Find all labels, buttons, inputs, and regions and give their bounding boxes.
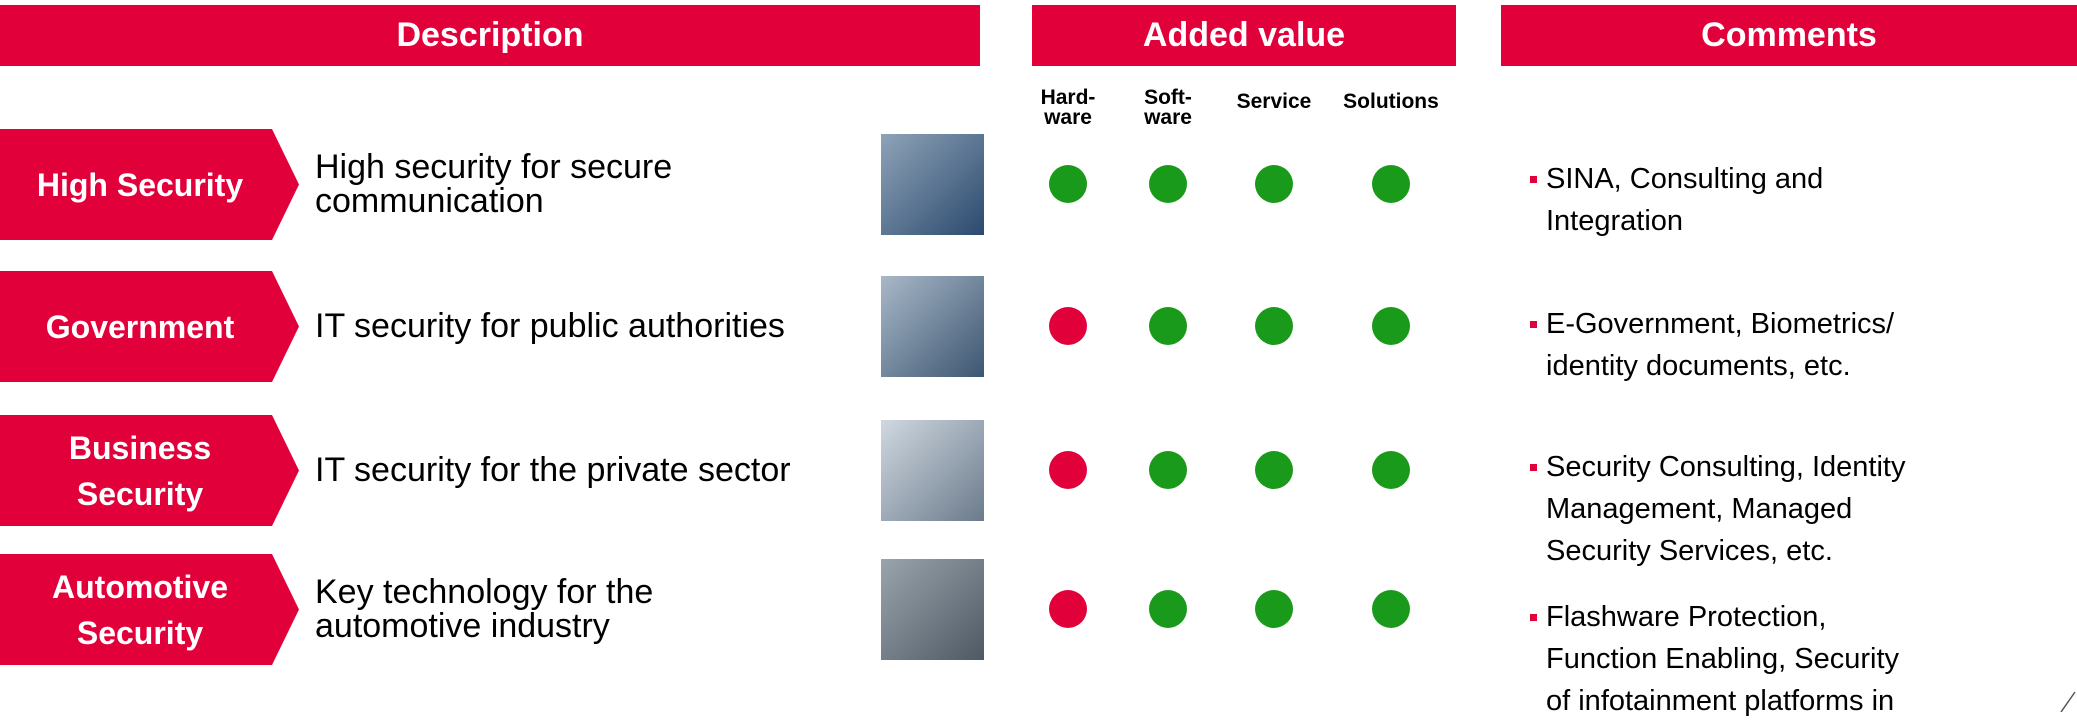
status-dot — [1255, 590, 1293, 628]
row-description: High security for secure communication — [315, 150, 672, 218]
text-line: Security — [76, 614, 204, 651]
status-dot — [1372, 451, 1410, 489]
text-line: Solutions — [1343, 90, 1439, 113]
text-line: Government — [45, 308, 235, 345]
chevron — [0, 415, 299, 526]
status-dot — [1049, 165, 1087, 203]
row-comment: SINA, Consulting and Integration — [1546, 158, 1823, 242]
text-line: IT security for public authorities — [315, 307, 785, 345]
text-line: Flashware Protection, — [1546, 601, 1827, 633]
row-image — [881, 420, 984, 521]
text-line: Management, Managed — [1546, 493, 1853, 525]
column-label: Solutions — [1336, 90, 1446, 113]
status-dot — [1255, 165, 1293, 203]
row-comment: Security Consulting, Identity Management,… — [1546, 446, 1905, 572]
bullet — [1530, 464, 1537, 471]
row-label-text: Automotive Security — [0, 554, 280, 665]
text-line: Security Services, etc. — [1546, 535, 1833, 567]
text-line: Hard- — [1040, 86, 1096, 109]
header-description: Description — [0, 5, 980, 66]
column-label: Hard-ware — [1013, 86, 1123, 129]
row-label-text: Business Security — [0, 415, 280, 526]
status-dot — [1049, 307, 1087, 345]
status-dot — [1255, 307, 1293, 345]
text-line: Security — [76, 475, 204, 512]
text-line: E-Government, Biometrics/ — [1546, 308, 1895, 340]
status-dot — [1372, 307, 1410, 345]
text-line: of infotainment platforms in — [1546, 685, 1895, 717]
status-dot — [1372, 590, 1410, 628]
column-label: Service — [1219, 90, 1329, 113]
text-line: High security for secure — [315, 148, 673, 186]
text-line: Function Enabling, Security — [1546, 643, 1900, 675]
text-line: Automotive — [52, 568, 228, 605]
header-added-value: Added value — [1032, 5, 1456, 66]
row-label: Business Security — [0, 415, 299, 526]
row-label-text: Government — [0, 271, 280, 382]
row-label-text: High Security — [0, 129, 280, 240]
row-comment: E-Government, Biometrics/identity docume… — [1546, 303, 1894, 387]
text-line: Security Consulting, Identity — [1546, 451, 1906, 483]
bullet — [1530, 176, 1537, 183]
text-line: High Security — [36, 166, 244, 203]
row-image — [881, 134, 984, 235]
bullet — [1530, 614, 1537, 621]
row-comment: Flashware Protection, Function Enabling, … — [1546, 596, 1899, 722]
row-description: Key technology for the automotive industr… — [315, 575, 653, 643]
text-line: Key technology for the — [315, 573, 654, 611]
text-line: communication — [315, 182, 544, 220]
text-line: Service — [1236, 90, 1312, 113]
row-label: High Security — [0, 129, 299, 240]
row-label: Government — [0, 271, 299, 382]
corner-mark — [2060, 691, 2076, 712]
bullet — [1530, 321, 1537, 328]
status-dot — [1149, 307, 1187, 345]
text-line: ware — [1044, 106, 1092, 129]
status-dot — [1049, 590, 1087, 628]
text-line: ware — [1144, 106, 1192, 129]
status-dot — [1372, 165, 1410, 203]
chevron — [0, 129, 299, 240]
status-dot — [1255, 451, 1293, 489]
row-image — [881, 559, 984, 660]
status-dot — [1049, 451, 1087, 489]
text-line: Soft- — [1144, 86, 1192, 109]
status-dot — [1149, 451, 1187, 489]
column-label: Soft-ware — [1113, 86, 1223, 129]
chevron — [0, 554, 299, 665]
status-dot — [1149, 590, 1187, 628]
text-line: IT security for the private sector — [315, 451, 791, 489]
status-dot — [1149, 165, 1187, 203]
chevron — [0, 271, 299, 382]
text-line: Business — [68, 429, 212, 466]
row-description: IT security for public authorities — [315, 309, 785, 343]
text-line: identity documents, etc. — [1546, 350, 1851, 382]
header-comments: Comments — [1501, 5, 2077, 66]
text-line: automotive industry — [315, 607, 610, 645]
row-image — [881, 276, 984, 377]
row-description: IT security for the private sector — [315, 453, 791, 487]
text-line: SINA, Consulting and — [1546, 163, 1824, 195]
row-label: Automotive Security — [0, 554, 299, 665]
text-line: Integration — [1546, 205, 1684, 237]
